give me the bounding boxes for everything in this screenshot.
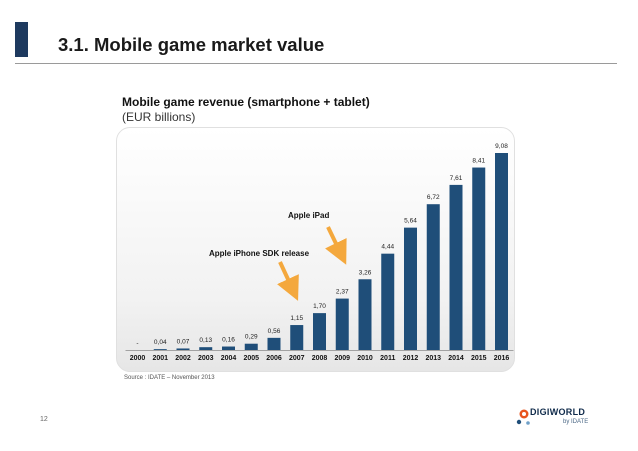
source-note: Source : IDATE – November 2013 [124, 375, 215, 381]
x-tick-2012: 2012 [403, 355, 419, 362]
bar-2010 [358, 279, 372, 350]
x-tick-2013: 2013 [425, 355, 441, 362]
data-label-2005: 0,29 [245, 334, 258, 341]
page-number: 12 [40, 416, 48, 423]
bar-2006 [267, 337, 281, 350]
data-label-2006: 0,56 [268, 328, 281, 335]
bar-2014 [449, 184, 463, 350]
data-label-2015: 8,41 [472, 158, 485, 165]
x-tick-2014: 2014 [448, 355, 464, 362]
slide-title: 3.1. Mobile game market value [58, 34, 325, 55]
chart-subtitle: (EUR billions) [122, 110, 196, 124]
data-label-2014: 7,61 [450, 175, 463, 182]
bar-2004 [222, 346, 235, 350]
data-label-2012: 5,64 [404, 218, 417, 225]
data-label-2010: 3,26 [359, 269, 372, 276]
bar-2008 [313, 313, 326, 350]
bar-2009 [335, 298, 349, 350]
bar-2016 [495, 153, 508, 350]
x-tick-2011: 2011 [380, 355, 395, 362]
data-label-2000: - [136, 340, 138, 347]
annotation-2007: Apple iPhone SDK release [209, 249, 310, 258]
x-tick-2004: 2004 [221, 355, 237, 362]
annotation-arrow-2009 [324, 226, 347, 265]
bar-2015 [472, 167, 486, 350]
data-label-2003: 0,13 [199, 337, 212, 344]
x-tick-2010: 2010 [357, 355, 373, 362]
data-label-2001: 0,04 [154, 339, 167, 346]
bar-2002 [176, 348, 190, 350]
bar-2005 [244, 343, 258, 350]
data-label-2007: 1,15 [290, 315, 303, 322]
data-label-2013: 6,72 [427, 194, 440, 201]
title-accent-bar [15, 22, 28, 57]
digiworld-logo-icon [516, 409, 530, 425]
bar-2012 [404, 227, 417, 350]
annotation-arrow-2007 [277, 261, 299, 301]
data-label-2004: 0,16 [222, 337, 235, 344]
x-tick-2015: 2015 [471, 355, 487, 362]
annotation-2009: Apple iPad [288, 211, 329, 220]
x-tick-2005: 2005 [243, 355, 259, 362]
bar-2013 [426, 204, 440, 350]
x-tick-2007: 2007 [289, 355, 305, 362]
data-label-2011: 4,44 [381, 244, 394, 251]
x-tick-2002: 2002 [175, 355, 191, 362]
x-tick-2006: 2006 [266, 355, 282, 362]
logo-subtitle: by IDATE [563, 419, 589, 425]
title-divider [15, 63, 617, 64]
logo-wordmark: DIGIWORLD [530, 407, 586, 417]
x-tick-2000: 2000 [130, 355, 146, 362]
x-tick-2009: 2009 [334, 355, 350, 362]
bar-2007 [290, 325, 304, 350]
data-label-2016: 9,08 [495, 143, 508, 150]
bar-2001 [153, 349, 167, 350]
x-tick-2001: 2001 [152, 355, 168, 362]
chart-title: Mobile game revenue (smartphone + tablet… [122, 95, 370, 109]
x-tick-2008: 2008 [312, 355, 328, 362]
data-label-2008: 1,70 [313, 303, 326, 310]
x-tick-2016: 2016 [494, 355, 510, 362]
x-tick-2003: 2003 [198, 355, 214, 362]
bar-2011 [381, 253, 395, 350]
data-label-2009: 2,37 [336, 289, 349, 296]
bar-2003 [199, 347, 213, 350]
data-label-2002: 0,07 [177, 338, 190, 345]
